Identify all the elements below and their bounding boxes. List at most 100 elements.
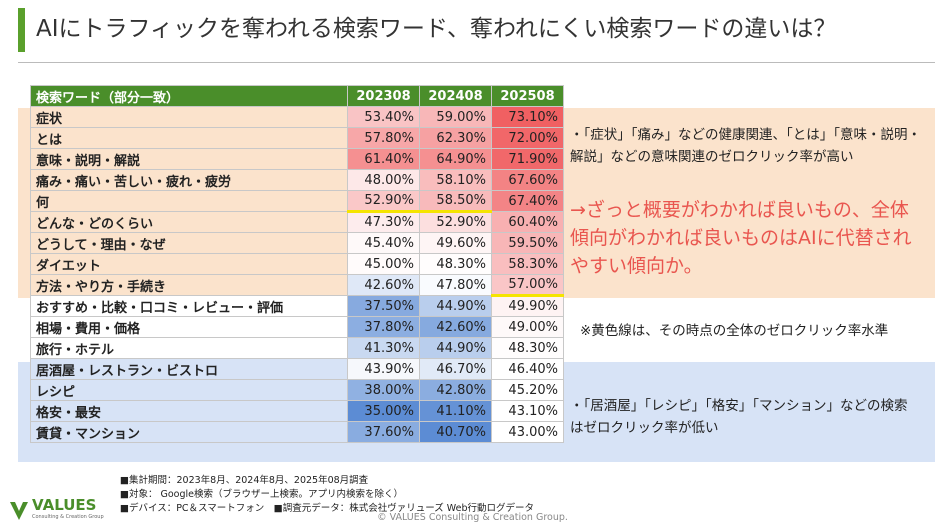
value-cell: 41.10%	[419, 400, 492, 422]
value-cell: 67.60%	[491, 169, 564, 191]
value-cell: 45.00%	[347, 253, 420, 275]
keyword-cell: ダイエット	[30, 253, 348, 275]
value-cell: 44.90%	[419, 295, 492, 317]
note: ※黄色線は、その時点の全体のゼロクリック率水準	[580, 323, 889, 339]
keyword-cell: 相場・費用・価格	[30, 316, 348, 338]
value-cell: 49.00%	[491, 316, 564, 338]
title: AIにトラフィックを奪われる検索ワード、奪われにくい検索ワードの違いは？	[36, 16, 837, 42]
table: 検索ワード（部分一致） 202308 202408 202508 症状 53.40% 59.…	[30, 85, 564, 443]
value-cell: 73.10%	[491, 106, 564, 128]
table-row: 何 52.90% 58.50% 67.40%	[30, 190, 564, 213]
value-cell: 49.90%	[491, 295, 564, 317]
header-cell: 202508	[491, 85, 564, 107]
value-cell: 52.90%	[419, 211, 492, 233]
value-cell: 71.90%	[491, 148, 564, 170]
value-cell: 58.50%	[419, 190, 492, 213]
value-cell: 48.30%	[491, 337, 564, 359]
value-cell: 53.40%	[347, 106, 420, 128]
value-cell: 37.50%	[347, 295, 420, 317]
value-cell: 45.40%	[347, 232, 420, 254]
value-cell: 58.10%	[419, 169, 492, 191]
logo: VALUES	[32, 496, 97, 514]
keyword-cell: 旅行・ホテル	[30, 337, 348, 359]
keyword-cell: 意味・説明・解説	[30, 148, 348, 170]
table-row: どんな・どのくらい 47.30% 52.90% 60.40%	[30, 211, 564, 233]
value-cell: 42.60%	[347, 274, 420, 296]
value-cell: 62.30%	[419, 127, 492, 149]
value-cell: 35.00%	[347, 400, 420, 422]
table-row: ダイエット 45.00% 48.30% 58.30%	[30, 253, 564, 275]
value-cell: 64.90%	[419, 148, 492, 170]
value-cell: 61.40%	[347, 148, 420, 170]
value-cell: 43.90%	[347, 358, 420, 380]
value-cell: 45.20%	[491, 379, 564, 401]
footer-note: ■集計期間：2023年8月、2024年8月、2025年08月調査	[120, 475, 369, 486]
value-cell: 44.90%	[419, 337, 492, 359]
value-cell: 48.30%	[419, 253, 492, 275]
value-cell: 41.30%	[347, 337, 420, 359]
value-cell: 37.80%	[347, 316, 420, 338]
table-row: レシピ 38.00% 42.80% 45.20%	[30, 379, 564, 401]
keyword-cell: どんな・どのくらい	[30, 211, 348, 233]
keyword-cell: おすすめ・比較・口コミ・レビュー・評価	[30, 295, 348, 317]
table-row: 症状 53.40% 59.00% 73.10%	[30, 106, 564, 128]
table-row: おすすめ・比較・口コミ・レビュー・評価 37.50% 44.90% 49.90%	[30, 295, 564, 317]
value-cell: 46.70%	[419, 358, 492, 380]
table-row: 格安・最安 35.00% 41.10% 43.10%	[30, 400, 564, 422]
value-cell: 67.40%	[491, 190, 564, 212]
copyright: © VALUES Consulting & Creation Group.	[377, 512, 568, 523]
value-cell: 40.70%	[419, 421, 492, 443]
value-cell: 43.00%	[491, 421, 564, 443]
value-cell: 59.50%	[491, 232, 564, 254]
value-cell: 43.10%	[491, 400, 564, 422]
keyword-cell: 居酒屋・レストラン・ビストロ	[30, 358, 348, 380]
value-cell: 37.60%	[347, 421, 420, 443]
keyword-cell: レシピ	[30, 379, 348, 401]
value-cell: 72.00%	[491, 127, 564, 149]
conclusion: →ざっと概要がわかれば良いもの、全体傾向がわかれば良いものはAIに代替されやすい…	[570, 199, 912, 277]
keyword-cell: 症状	[30, 106, 348, 128]
table-row: 方法・やり方・手続き 42.60% 47.80% 57.00%	[30, 274, 564, 297]
table-row: 意味・説明・解説 61.40% 64.90% 71.90%	[30, 148, 564, 170]
value-cell: 57.80%	[347, 127, 420, 149]
value-cell: 48.00%	[347, 169, 420, 191]
table-row: 相場・費用・価格 37.80% 42.60% 49.00%	[30, 316, 564, 338]
value-cell: 60.40%	[491, 211, 564, 233]
header-cell: 202408	[419, 85, 492, 107]
logo-icon	[10, 502, 28, 520]
header-cell: 202308	[347, 85, 420, 107]
value-cell: 49.60%	[419, 232, 492, 254]
table-row: どうして・理由・なぜ 45.40% 49.60% 59.50%	[30, 232, 564, 254]
table-row: 痛み・痛い・苦しい・疲れ・疲労 48.00% 58.10% 67.60%	[30, 169, 564, 191]
value-cell: 47.80%	[419, 274, 492, 296]
keyword-cell: 痛み・痛い・苦しい・疲れ・疲労	[30, 169, 348, 191]
keyword-cell: どうして・理由・なぜ	[30, 232, 348, 254]
value-cell: 52.90%	[347, 190, 420, 213]
header-cell: 検索ワード（部分一致）	[30, 85, 348, 107]
value-cell: 42.60%	[419, 316, 492, 338]
keyword-cell: 格安・最安	[30, 400, 348, 422]
footer-note: ■対象： Google検索（ブラウザー上検索。アプリ内検索を除く）	[120, 489, 403, 500]
keyword-cell: とは	[30, 127, 348, 149]
value-cell: 59.00%	[419, 106, 492, 128]
value-cell: 47.30%	[347, 211, 420, 233]
value-cell: 38.00%	[347, 379, 420, 401]
value-cell: 57.00%	[491, 274, 564, 297]
note: ・「居酒屋」「レシピ」「格安」「マンション」などの検索はゼロクリック率が低い	[570, 398, 908, 436]
table-row: 旅行・ホテル 41.30% 44.90% 48.30%	[30, 337, 564, 359]
title-bar	[18, 8, 25, 52]
value-cell: 42.80%	[419, 379, 492, 401]
footer-note: ■デバイス：PC＆スマートフォン ■調査元データ：株式会社ヴァリューズ Web行…	[120, 503, 535, 514]
keyword-cell: 方法・やり方・手続き	[30, 274, 348, 296]
table-row: 居酒屋・レストラン・ビストロ 43.90% 46.70% 46.40%	[30, 358, 564, 380]
keyword-cell: 何	[30, 190, 348, 212]
keyword-cell: 賃貸・マンション	[30, 421, 348, 443]
note: ・「症状」「痛み」などの健康関連、「とは」「意味・説明・解説」などの意味関連のゼ…	[570, 127, 921, 165]
table-row: 賃貸・マンション 37.60% 40.70% 43.00%	[30, 421, 564, 443]
value-cell: 58.30%	[491, 253, 564, 275]
table-row: とは 57.80% 62.30% 72.00%	[30, 127, 564, 149]
title-rule	[18, 62, 935, 63]
logo-tagline: Consulting & Creation Group	[32, 514, 104, 520]
value-cell: 46.40%	[491, 358, 564, 380]
